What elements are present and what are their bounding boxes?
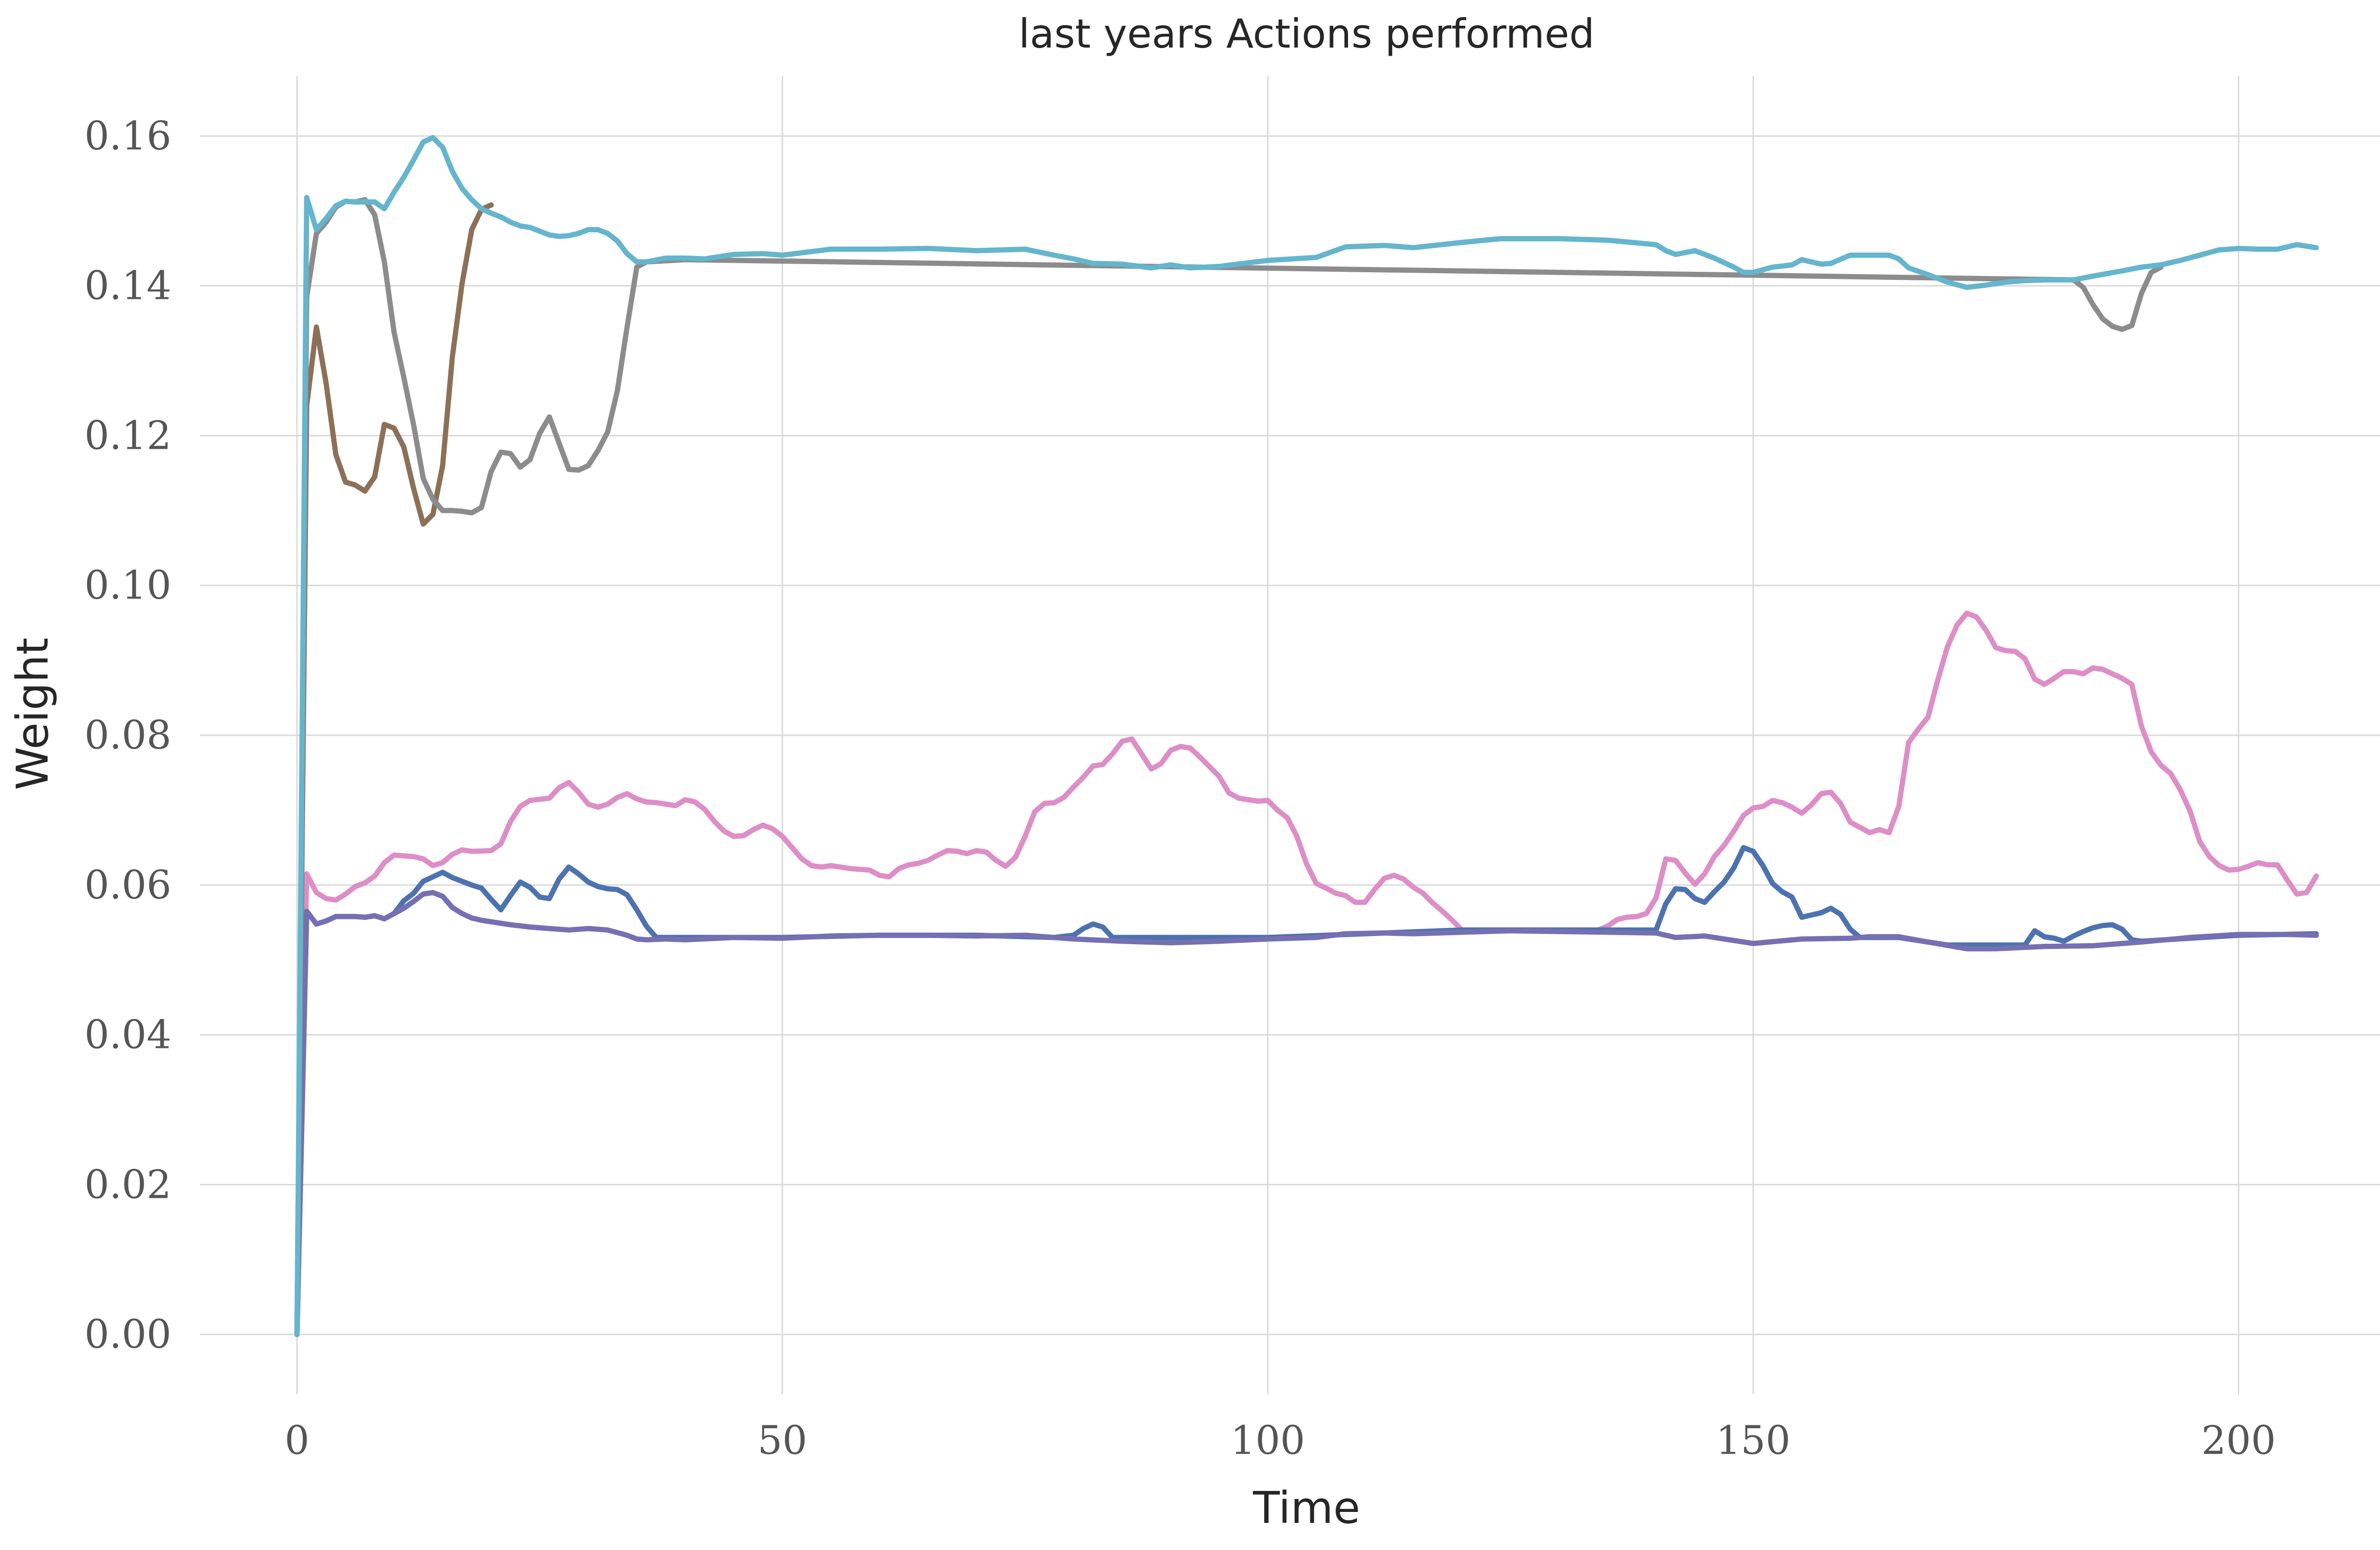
- series-line-5: [294, 197, 2164, 1337]
- y-tick-label: 0.02: [84, 1162, 171, 1207]
- chart-title: last years Actions performed: [1019, 10, 1595, 57]
- y-tick-label: 0.10: [84, 563, 171, 608]
- y-tick-label: 0.14: [84, 264, 171, 309]
- y-tick-label: 0.12: [84, 413, 171, 458]
- series-line-3: [294, 890, 2319, 1337]
- series-group: [294, 135, 2319, 1337]
- y-tick-label: 0.06: [84, 863, 171, 908]
- y-tick-label: 0.16: [84, 114, 171, 159]
- y-axis-ticks: 0.00 0.02 0.04 0.06 0.08 0.10 0.12 0.14 0.16: [84, 114, 171, 1357]
- y-tick-label: 0.00: [84, 1312, 171, 1357]
- grid: [200, 76, 2380, 1394]
- series-line-6: [294, 135, 2319, 1337]
- x-tick-label: 50: [758, 1418, 807, 1463]
- y-tick-label: 0.08: [84, 713, 171, 758]
- series-line-4: [294, 202, 494, 1337]
- x-axis-label: Time: [1252, 1482, 1360, 1533]
- x-tick-label: 0: [285, 1418, 309, 1463]
- x-axis-ticks: 0 50 100 150 200: [285, 1418, 2276, 1463]
- series-line-1: [294, 611, 2319, 1337]
- y-tick-label: 0.04: [84, 1013, 171, 1058]
- y-axis-label: Weight: [7, 638, 58, 790]
- x-tick-label: 100: [1230, 1418, 1305, 1463]
- x-tick-label: 200: [2202, 1418, 2276, 1463]
- x-tick-label: 150: [1716, 1418, 1791, 1463]
